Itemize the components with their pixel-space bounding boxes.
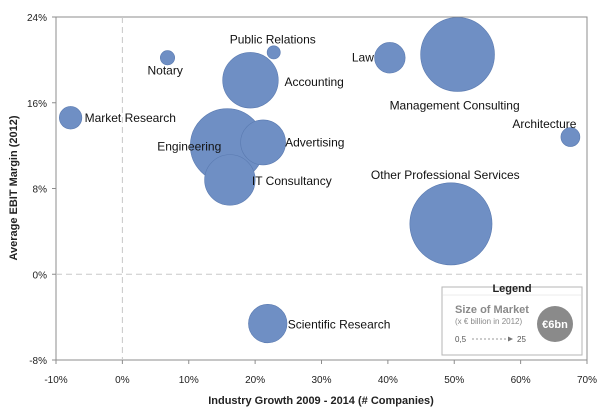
label-accounting: Accounting <box>284 75 343 89</box>
zero-lines <box>56 17 587 360</box>
bubble-it-consultancy <box>204 154 256 206</box>
label-scientific-research: Scientific Research <box>288 318 391 332</box>
bubble-law <box>374 42 406 74</box>
y-tick-label: 0% <box>33 270 48 281</box>
y-tick-label: 8% <box>33 185 48 196</box>
y-tick-label: 16% <box>27 99 47 110</box>
bubble-advertising <box>240 119 286 166</box>
legend: Legend Size of Market (x € billion in 20… <box>441 283 583 356</box>
label-engineering: Engineering <box>157 140 221 154</box>
bubble-scientific-research <box>248 303 288 344</box>
bubble-other-professional-services <box>409 182 493 266</box>
label-architecture: Architecture <box>512 117 576 131</box>
bubble-market-research <box>59 106 83 130</box>
x-axis-title: Industry Growth 2009 - 2014 (# Companies… <box>208 395 434 407</box>
label-it-consultancy: IT Consultancy <box>252 174 332 188</box>
x-tick-label: 20% <box>245 375 265 386</box>
x-tick-label: 40% <box>378 375 398 386</box>
bubble-management-consulting <box>420 17 495 92</box>
x-tick-label: -10% <box>44 375 67 386</box>
x-tick-label: 10% <box>179 375 199 386</box>
x-tick-label: 50% <box>444 375 464 386</box>
bubble-architecture <box>560 127 581 147</box>
label-law: Law <box>352 51 374 65</box>
x-tick-label: 70% <box>577 375 597 386</box>
legend-range-min: 0,5 <box>455 335 467 344</box>
bubbles <box>59 17 581 344</box>
bubble-public-relations <box>266 45 281 60</box>
x-tick-label: 30% <box>311 375 331 386</box>
legend-heading: Size of Market <box>455 304 529 316</box>
label-management-consulting: Management Consulting <box>390 99 520 113</box>
label-public-relations: Public Relations <box>230 32 316 46</box>
y-axis-ticks: -8% 0% 8% 16% 24% <box>27 13 56 367</box>
y-tick-label: 24% <box>27 13 47 24</box>
bubble-accounting <box>222 52 279 109</box>
legend-example-bubble <box>537 306 573 342</box>
y-axis-title: Average EBIT Margin (2012) <box>8 115 20 260</box>
x-axis-ticks: -10% 0% 10% 20% 30% 40% 50% 60% 70% <box>44 360 597 386</box>
label-advertising: Advertising <box>285 135 344 149</box>
label-market-research: Market Research <box>85 111 176 125</box>
bubble-notary <box>160 50 175 66</box>
legend-example-bubble-label: €6bn <box>542 319 568 331</box>
legend-range-arrow-head <box>508 336 513 342</box>
legend-subheading: (x € billion in 2012) <box>455 317 522 326</box>
legend-range-max: 25 <box>517 335 526 344</box>
x-tick-label: 60% <box>511 375 531 386</box>
legend-title: Legend <box>492 283 531 295</box>
label-notary: Notary <box>148 64 183 78</box>
y-tick-label: -8% <box>29 356 47 367</box>
bubble-labels: Notary Public Relations Law Management Cons… <box>85 32 577 331</box>
x-tick-label: 0% <box>115 375 130 386</box>
label-other-professional-services: Other Professional Services <box>371 168 520 182</box>
